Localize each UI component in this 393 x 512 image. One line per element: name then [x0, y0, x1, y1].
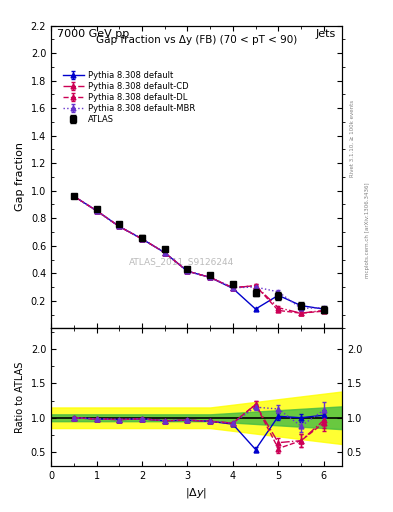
- X-axis label: $|\Delta y|$: $|\Delta y|$: [185, 486, 208, 500]
- Text: mcplots.cern.ch [arXiv:1306.3436]: mcplots.cern.ch [arXiv:1306.3436]: [365, 183, 371, 278]
- Y-axis label: Ratio to ATLAS: Ratio to ATLAS: [15, 361, 25, 433]
- Text: Gap fraction vs Δy (FB) (70 < pT < 90): Gap fraction vs Δy (FB) (70 < pT < 90): [96, 35, 297, 45]
- Text: ATLAS_2011_S9126244: ATLAS_2011_S9126244: [129, 257, 235, 266]
- Legend: Pythia 8.308 default, Pythia 8.308 default-CD, Pythia 8.308 default-DL, Pythia 8: Pythia 8.308 default, Pythia 8.308 defau…: [61, 69, 196, 126]
- Text: Rivet 3.1.10, ≥ 100k events: Rivet 3.1.10, ≥ 100k events: [350, 100, 355, 177]
- Y-axis label: Gap fraction: Gap fraction: [15, 142, 25, 211]
- Text: Jets: Jets: [316, 29, 336, 38]
- Text: 7000 GeV pp: 7000 GeV pp: [57, 29, 129, 38]
